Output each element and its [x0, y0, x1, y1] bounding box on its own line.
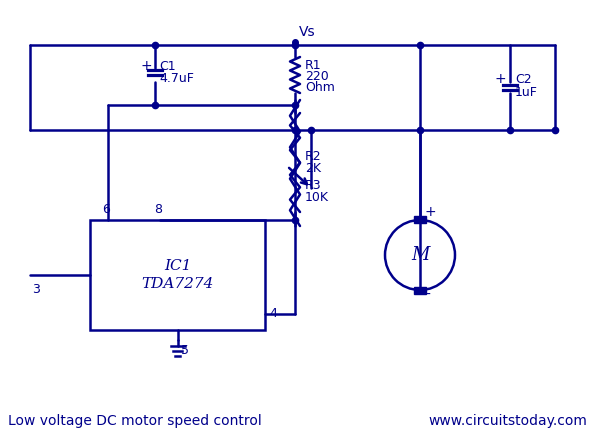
Text: R2: R2	[305, 150, 322, 163]
Text: TDA7274: TDA7274	[142, 277, 214, 291]
Text: 220: 220	[305, 70, 329, 83]
Text: R1: R1	[305, 59, 322, 72]
Text: R3: R3	[305, 179, 322, 191]
Text: 4.7uF: 4.7uF	[159, 72, 194, 84]
Text: 8: 8	[154, 203, 162, 216]
Text: Low voltage DC motor speed control: Low voltage DC motor speed control	[8, 414, 262, 428]
Text: www.circuitstoday.com: www.circuitstoday.com	[428, 414, 587, 428]
Bar	[414, 286, 426, 293]
Text: C2: C2	[515, 73, 531, 86]
Text: 1uF: 1uF	[515, 86, 538, 99]
Text: +: +	[425, 205, 437, 219]
Text: Vs: Vs	[299, 25, 315, 39]
Text: IC1: IC1	[164, 259, 191, 273]
Bar	[414, 216, 426, 224]
Text: 10K: 10K	[305, 191, 329, 203]
Text: +: +	[494, 72, 506, 85]
Text: -: -	[425, 288, 430, 302]
Text: M: M	[411, 246, 429, 264]
Text: 5: 5	[180, 344, 189, 357]
Text: 2K: 2K	[305, 162, 321, 175]
Text: 6: 6	[102, 203, 110, 216]
Text: 4: 4	[269, 307, 277, 320]
Text: C1: C1	[159, 59, 176, 73]
Bar	[90, 220, 265, 330]
Text: +: +	[140, 59, 152, 73]
Text: Ohm: Ohm	[305, 81, 335, 94]
Text: 3: 3	[32, 283, 40, 296]
